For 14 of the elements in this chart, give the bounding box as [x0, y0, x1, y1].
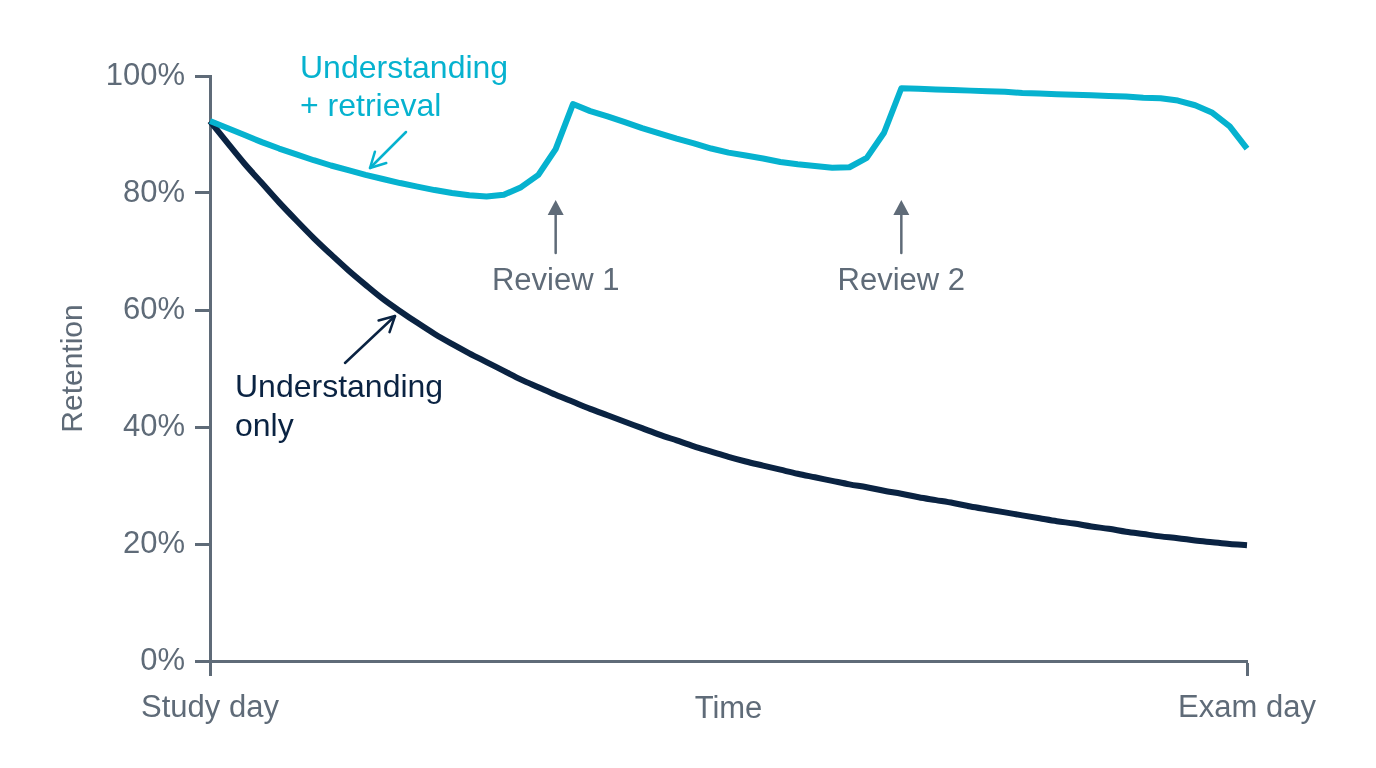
x-axis-title: Time [694, 689, 763, 725]
y-axis-title: Retention [55, 304, 89, 433]
series-label: Understanding + retrieval [300, 48, 509, 123]
x-tick-label: Exam day [1178, 689, 1317, 725]
y-tick-label: 60% [122, 290, 185, 326]
y-tick-label: 40% [122, 407, 185, 443]
y-tick-label: 100% [105, 56, 185, 92]
y-tick-label: 80% [122, 173, 185, 209]
annotation: Review 2 [837, 261, 966, 297]
x-tick-label: Study day [141, 689, 280, 725]
legend-label: Understanding only [235, 367, 444, 443]
y-tick-label: 20% [122, 524, 185, 560]
y-tick-label: 0% [140, 641, 185, 677]
annotation: Review 1 [491, 261, 620, 297]
